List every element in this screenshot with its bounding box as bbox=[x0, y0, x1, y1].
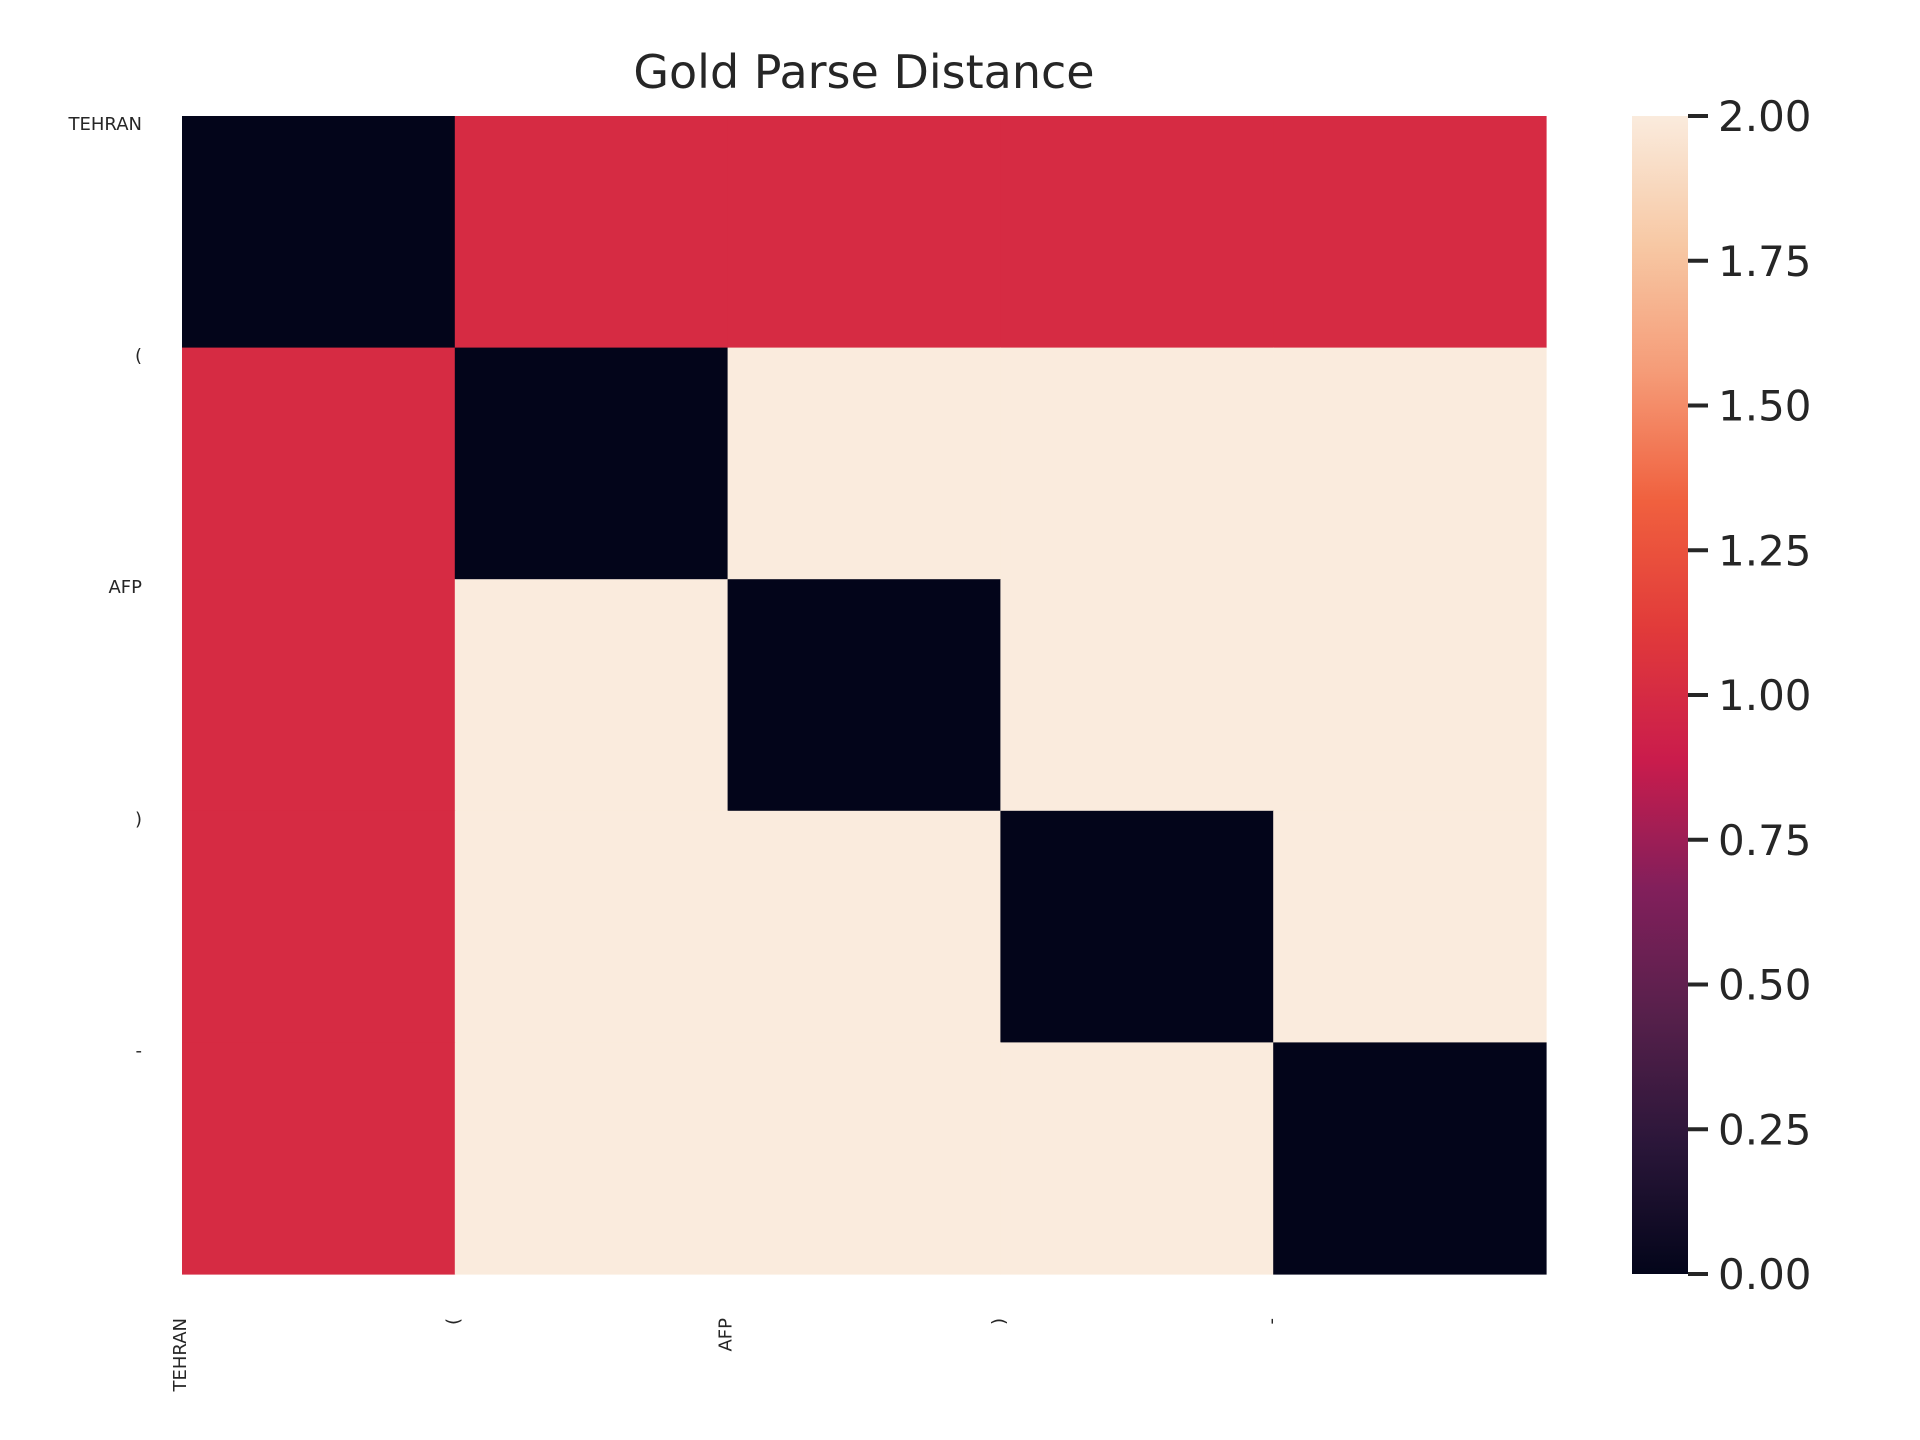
column-tick-label: ) bbox=[988, 1318, 1009, 1325]
heatmap-cell-r1-c0 bbox=[182, 347, 456, 580]
heatmap-cell-r0-c3 bbox=[1000, 116, 1274, 349]
colorbar-tick-label: 2.00 bbox=[1718, 92, 1812, 141]
heatmap-cell-r0-c4 bbox=[1273, 116, 1547, 349]
heatmap-cell-r0-c2 bbox=[727, 116, 1001, 349]
row-tick-label: - bbox=[136, 1040, 143, 1061]
heatmap-cell-r3-c3 bbox=[1000, 810, 1274, 1043]
heatmap-cell-r1-c4 bbox=[1273, 347, 1547, 580]
heatmap-cell-r0-c1 bbox=[454, 116, 729, 349]
colorbar-tick-label: 1.75 bbox=[1718, 237, 1812, 286]
row-tick-label: ( bbox=[135, 346, 142, 367]
heatmap-cell-r4-c0 bbox=[182, 1042, 456, 1275]
row-tick-label: ) bbox=[135, 809, 142, 830]
heatmap-cell-r1-c2 bbox=[727, 347, 1001, 580]
heatmap-cell-r1-c1 bbox=[454, 347, 729, 580]
colorbar-tick-label: 0.50 bbox=[1718, 961, 1812, 1010]
heatmap-cell-r3-c0 bbox=[182, 810, 456, 1043]
colorbar-tick-label: 0.75 bbox=[1718, 816, 1812, 865]
colorbar: 0.00 0.25 0.50 0.75 1.00 1.25 1.50 1.75 2.00 bbox=[1632, 92, 1812, 1299]
heatmap-cell-r2-c0 bbox=[182, 579, 456, 812]
column-tick-label: - bbox=[1261, 1318, 1282, 1325]
chart-title: Gold Parse Distance bbox=[633, 45, 1094, 99]
heatmap-cell-r3-c2 bbox=[727, 810, 1001, 1043]
colorbar-tick-label: 0.00 bbox=[1718, 1250, 1812, 1299]
row-tick-label: TEHRAN bbox=[68, 114, 142, 135]
heatmap-cells bbox=[182, 116, 1547, 1275]
heatmap-cell-r4-c3 bbox=[1000, 1042, 1274, 1275]
heatmap-cell-r3-c1 bbox=[454, 810, 729, 1043]
heatmap-cell-r1-c3 bbox=[1000, 347, 1274, 580]
heatmap-cell-r2-c1 bbox=[454, 579, 729, 812]
colorbar-tick-label: 0.25 bbox=[1718, 1105, 1812, 1154]
heatmap-cell-r2-c3 bbox=[1000, 579, 1274, 812]
heatmap-cell-r2-c4 bbox=[1273, 579, 1547, 812]
heatmap-cell-r0-c0 bbox=[182, 116, 456, 349]
colorbar-tick-label: 1.50 bbox=[1718, 382, 1812, 431]
row-tick-label: AFP bbox=[108, 577, 142, 598]
heatmap-cell-r4-c4 bbox=[1273, 1042, 1547, 1275]
row-tick-labels: TEHRAN ( AFP) - bbox=[68, 114, 143, 1061]
colorbar-gradient bbox=[1632, 116, 1688, 1274]
colorbar-tick-label: 1.25 bbox=[1718, 526, 1812, 575]
heatmap-cell-r4-c1 bbox=[454, 1042, 729, 1275]
heatmap-cell-r2-c2 bbox=[727, 579, 1001, 812]
heatmap-cell-r3-c4 bbox=[1273, 810, 1547, 1043]
column-tick-label: AFP bbox=[716, 1318, 737, 1352]
column-tick-label: ( bbox=[443, 1318, 464, 1325]
column-tick-label: TEHRAN bbox=[170, 1318, 191, 1392]
heatmap-cell-r4-c2 bbox=[727, 1042, 1001, 1275]
column-tick-labels: TEHRAN ( AFP) - bbox=[170, 1318, 1282, 1393]
colorbar-tick-label: 1.00 bbox=[1718, 671, 1812, 720]
